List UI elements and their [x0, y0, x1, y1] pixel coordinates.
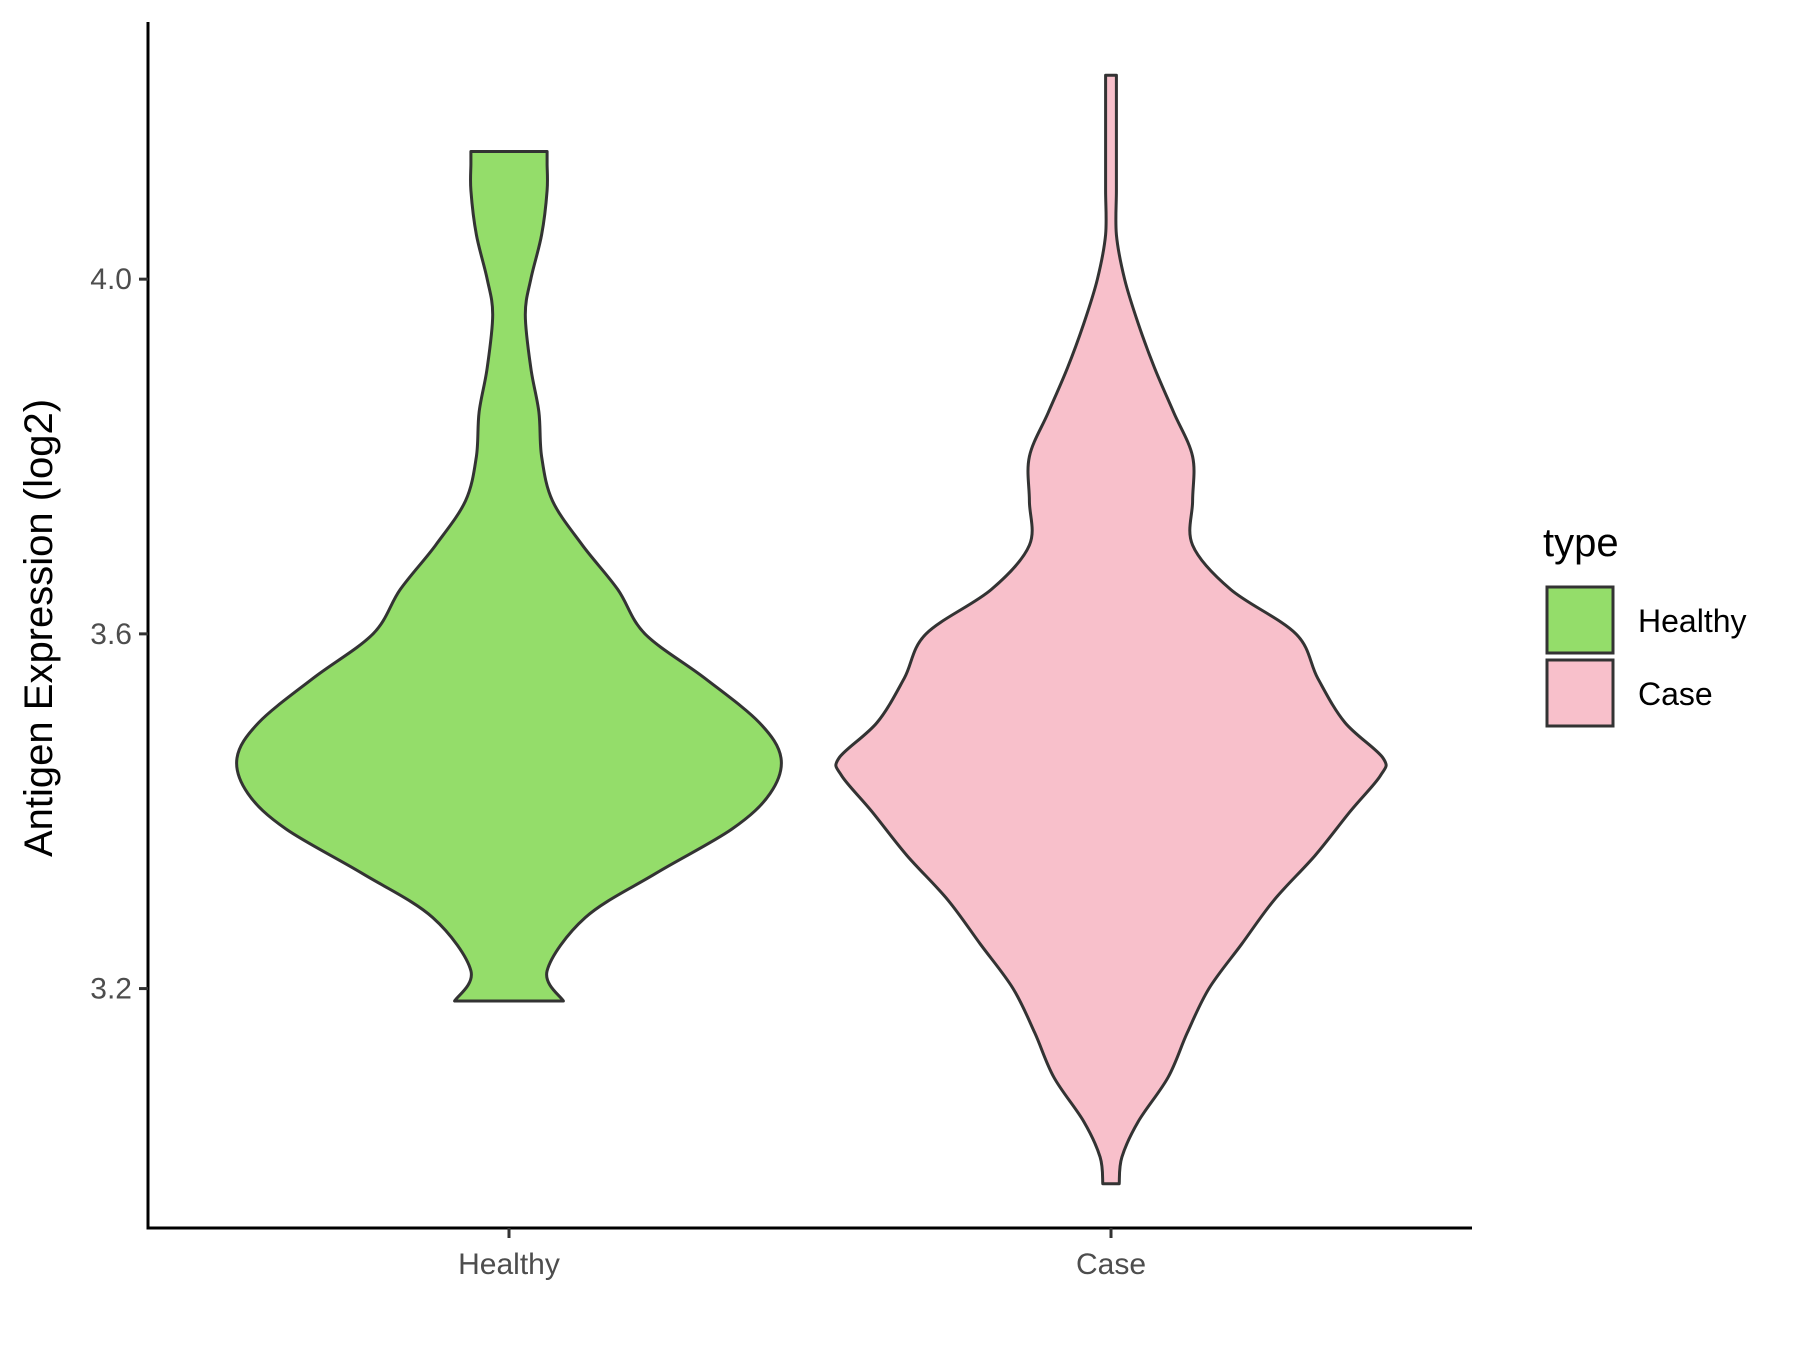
- legend-key-case: [1545, 658, 1615, 728]
- y-tick-label: 3.6: [90, 618, 132, 651]
- x-tick-label: Healthy: [458, 1248, 560, 1281]
- legend-label: Healthy: [1638, 603, 1747, 639]
- legend-label: Case: [1638, 676, 1713, 712]
- y-tick-label: 4.0: [90, 263, 132, 296]
- legend: type Healthy Case: [1543, 521, 1747, 728]
- axes: [146, 22, 1472, 1230]
- x-tick-label: Case: [1076, 1248, 1146, 1281]
- legend-title: type: [1543, 521, 1619, 565]
- violin-group: [235, 73, 1388, 1186]
- y-axis-ticks: 3.2 3.6 4.0: [90, 263, 148, 1006]
- y-tick-label: 3.2: [90, 973, 132, 1006]
- violin-healthy: [235, 150, 783, 1003]
- violin-case: [834, 73, 1388, 1186]
- y-axis-title: Antigen Expression (log2): [17, 399, 61, 857]
- x-axis-ticks: Healthy Case: [458, 1228, 1146, 1281]
- legend-key-healthy: [1545, 585, 1615, 655]
